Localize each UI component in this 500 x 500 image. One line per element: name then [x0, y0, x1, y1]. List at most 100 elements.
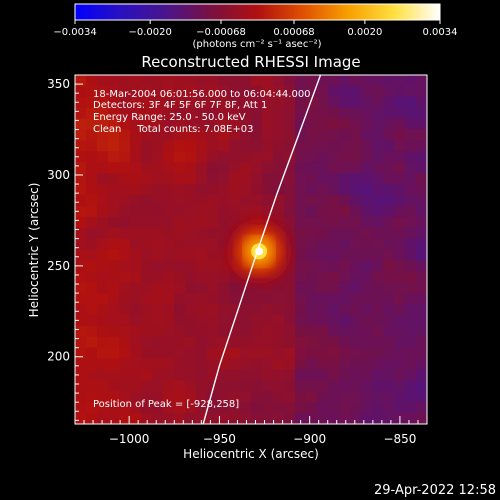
heatmap-cell: [317, 260, 329, 272]
heatmap-cell: [273, 194, 285, 207]
heatmap-cell: [328, 118, 340, 131]
heatmap-cell: [328, 162, 340, 174]
heatmap-cell: [130, 184, 142, 196]
heatmap-cell: [339, 358, 351, 371]
heatmap-cell: [86, 347, 98, 360]
heatmap-cell: [108, 380, 120, 392]
heatmap-cell: [185, 194, 197, 207]
x-tick-label: −1000: [109, 432, 150, 446]
heatmap-cell: [207, 314, 219, 327]
heatmap-cell: [372, 140, 384, 152]
heatmap-cell: [405, 402, 417, 414]
colorbar: −0.0034 −0.0020 −0.00068 0.00068 0.0020 0.003…: [53, 3, 458, 50]
heatmap-cell: [295, 162, 307, 174]
heatmap-cell: [174, 293, 186, 305]
heatmap-cell: [350, 304, 362, 316]
heatmap-cell: [251, 162, 263, 174]
heatmap-cell: [306, 151, 318, 163]
heatmap-cell: [141, 173, 153, 185]
heatmap-cell: [218, 151, 230, 163]
heatmap-cell: [207, 85, 219, 98]
heatmap-cell: [295, 227, 307, 240]
heatmap-cell: [229, 304, 241, 316]
heatmap-cell: [328, 260, 340, 272]
heatmap-cell: [405, 118, 417, 131]
heatmap-cell: [229, 271, 241, 283]
heatmap-cell: [86, 271, 98, 283]
heatmap-cell: [75, 358, 87, 371]
heatmap-cell: [361, 85, 373, 98]
heatmap-cell: [75, 336, 87, 349]
heatmap-cell: [185, 358, 197, 371]
heatmap-cell: [394, 118, 406, 131]
heatmap-cell: [251, 151, 263, 163]
heatmap-cell: [394, 129, 406, 142]
heatmap-cell: [273, 129, 285, 142]
heatmap-cell: [229, 107, 241, 120]
heatmap-cell: [383, 140, 395, 152]
heatmap-cell: [196, 347, 208, 360]
heatmap-cell: [130, 358, 142, 371]
heatmap-cell: [86, 293, 98, 305]
heatmap-cell: [86, 260, 98, 272]
heatmap-cell: [416, 238, 427, 251]
heatmap-cell: [383, 369, 395, 381]
heatmap-cell: [383, 347, 395, 360]
heatmap-cell: [240, 402, 252, 414]
heatmap-cell: [141, 402, 153, 414]
heatmap-cell: [394, 391, 406, 403]
heatmap-cell: [218, 249, 230, 262]
heatmap-cell: [119, 216, 131, 229]
heatmap-cell: [229, 96, 241, 109]
heatmap-cell: [317, 184, 329, 196]
heatmap-cell: [295, 336, 307, 349]
heatmap-cell: [119, 162, 131, 174]
heatmap-cell: [394, 173, 406, 185]
heatmap-cell: [273, 304, 285, 316]
heatmap-cell: [174, 369, 186, 381]
heatmap-cell: [97, 238, 109, 251]
heatmap-cell: [152, 304, 164, 316]
plot-frame: [74, 74, 428, 425]
heatmap-cell: [229, 347, 241, 360]
heatmap-cell: [350, 293, 362, 305]
heatmap-cell: [328, 194, 340, 207]
heatmap-cell: [372, 129, 384, 142]
heatmap-cell: [306, 402, 318, 414]
heatmap-cell: [262, 413, 274, 424]
heatmap-cell: [350, 271, 362, 283]
heatmap-cell: [339, 184, 351, 196]
heatmap-cell: [185, 249, 197, 262]
heatmap-cell: [405, 85, 417, 98]
heatmap-cell: [328, 75, 340, 87]
heatmap-cell: [119, 184, 131, 196]
heatmap-cell: [152, 140, 164, 152]
heatmap-cell: [108, 227, 120, 240]
heatmap-cell: [174, 358, 186, 371]
heatmap-cell: [86, 304, 98, 316]
heatmap-cell: [383, 271, 395, 283]
heatmap-cell: [284, 314, 296, 327]
heatmap-cell: [284, 107, 296, 120]
heatmap-cell: [86, 249, 98, 262]
heatmap-cell: [284, 347, 296, 360]
heatmap-cell: [317, 227, 329, 240]
heatmap-cell: [108, 336, 120, 349]
heatmap-cell: [405, 369, 417, 381]
heatmap-cell: [317, 96, 329, 109]
heatmap-cell: [97, 85, 109, 98]
heatmap-cell: [273, 380, 285, 392]
heatmap-cell: [141, 216, 153, 229]
heatmap-cell: [251, 347, 263, 360]
heatmap-cell: [328, 304, 340, 316]
heatmap-cell: [339, 391, 351, 403]
heatmap-cell: [130, 260, 142, 272]
heatmap-cell: [339, 162, 351, 174]
heatmap-cell: [75, 75, 87, 87]
heatmap-cell: [284, 413, 296, 424]
heatmap-cell: [163, 75, 175, 87]
heatmap-cell: [196, 162, 208, 174]
heatmap-cell: [284, 260, 296, 272]
heatmap-cell: [361, 347, 373, 360]
heatmap-cell: [185, 140, 197, 152]
